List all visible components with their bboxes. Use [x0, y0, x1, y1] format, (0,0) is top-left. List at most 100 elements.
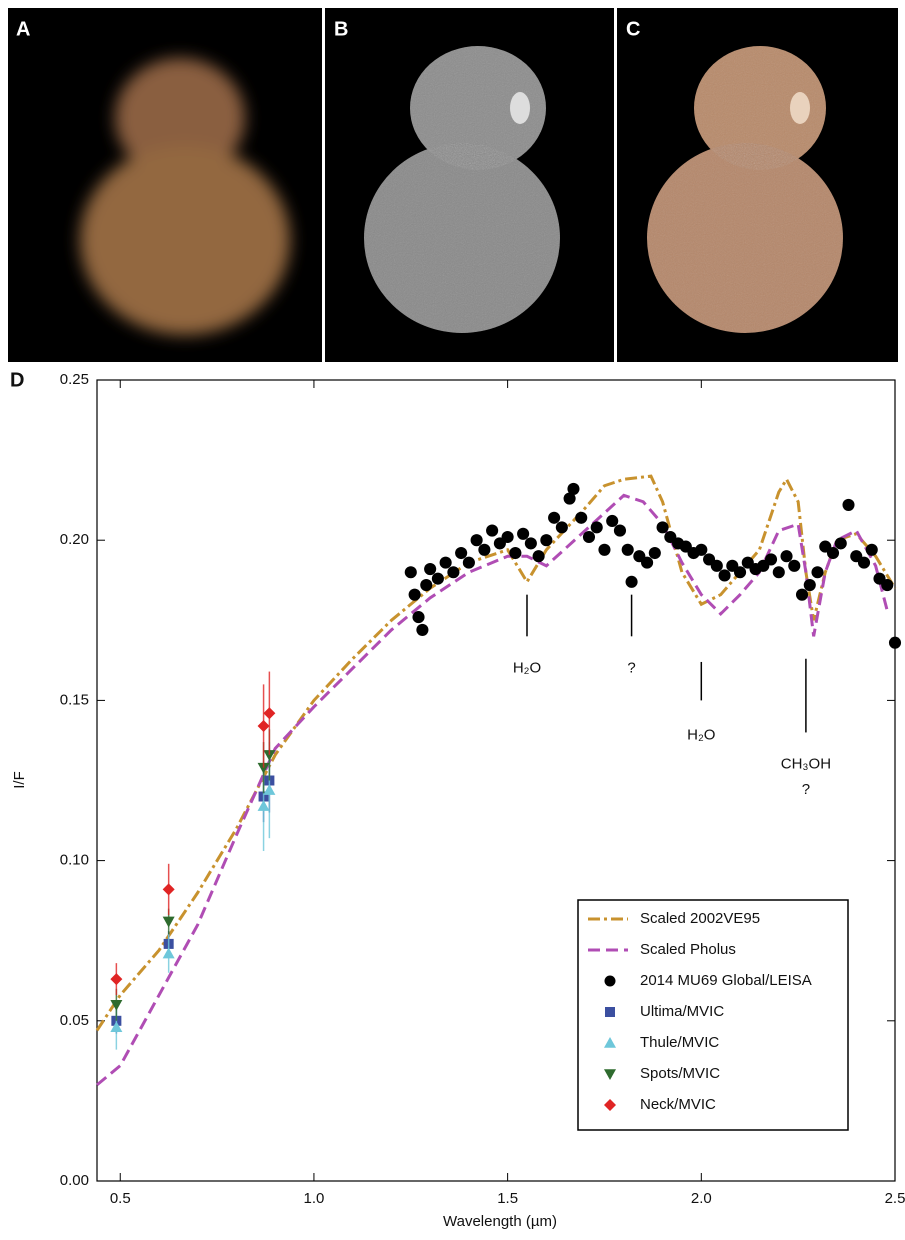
annotation: CH₃OH [781, 755, 831, 772]
data-point [412, 611, 425, 624]
data-point [625, 575, 638, 588]
data-point [263, 784, 276, 795]
legend-swatch [605, 1007, 615, 1017]
legend-label: Neck/MVIC [640, 1096, 716, 1113]
y-tick-label: 0.00 [60, 1172, 89, 1189]
y-tick-label: 0.15 [60, 691, 89, 708]
data-point [733, 566, 747, 579]
data-point [555, 521, 568, 534]
image-strip: A B C [8, 8, 898, 362]
data-point [548, 511, 561, 524]
data-point [162, 916, 175, 928]
separator [614, 8, 617, 362]
data-point [888, 636, 902, 649]
data-point [478, 543, 491, 556]
panel-label: B [334, 18, 348, 40]
legend-label: 2014 MU69 Global/LEISA [640, 972, 812, 989]
data-point [431, 572, 444, 585]
x-tick-label: 0.5 [110, 1190, 131, 1207]
data-point [826, 546, 840, 560]
legend-label: Spots/MVIC [640, 1065, 720, 1082]
data-point [404, 566, 417, 579]
data-point [162, 947, 175, 959]
data-point [110, 999, 123, 1011]
annotation: H₂O [687, 727, 715, 744]
data-point [772, 566, 785, 579]
data-point [501, 530, 514, 544]
annotation: H₂O [513, 659, 541, 676]
data-point [424, 562, 437, 576]
legend-swatch [604, 1069, 616, 1080]
y-axis-label: I/F [11, 771, 28, 789]
data-point [517, 527, 530, 540]
data-point [263, 707, 276, 720]
data-point [420, 579, 433, 592]
data-point [590, 521, 603, 534]
data-point [263, 750, 276, 761]
legend-swatch [604, 1099, 616, 1111]
data-point [416, 623, 429, 636]
image-c [647, 46, 843, 333]
data-point [162, 883, 175, 896]
data-point [110, 973, 123, 986]
data-point [606, 514, 619, 528]
data-point [462, 556, 475, 569]
x-axis-label: Wavelength (µm) [443, 1213, 557, 1230]
data-point [641, 556, 654, 569]
x-tick-label: 2.5 [885, 1190, 905, 1207]
y-tick-label: 0.20 [60, 531, 89, 548]
panel-label: C [626, 18, 640, 40]
image-b [364, 46, 560, 333]
data-point [575, 511, 588, 524]
data-point [857, 556, 871, 569]
data-point [788, 559, 801, 572]
data-point [408, 588, 421, 601]
y-tick-label: 0.10 [60, 852, 89, 869]
data-point [110, 1021, 123, 1033]
x-tick-label: 1.0 [304, 1190, 325, 1207]
legend-swatch [604, 1037, 616, 1048]
legend-box [577, 899, 849, 1131]
data-point [257, 762, 270, 774]
data-point [881, 579, 894, 592]
data-point [648, 546, 661, 560]
y-tick-label: 0.25 [60, 371, 89, 388]
legend-label: Scaled Pholus [640, 941, 736, 958]
data-point [718, 569, 731, 582]
data-point [811, 566, 824, 579]
data-point [447, 566, 460, 579]
data-point [780, 550, 793, 563]
separator [322, 8, 325, 362]
data-point [865, 543, 878, 556]
data-point [621, 543, 634, 556]
x-tick-label: 1.5 [497, 1190, 518, 1207]
data-point [695, 543, 708, 556]
data-point [486, 524, 499, 537]
data-point [509, 546, 522, 560]
legend-swatch [604, 975, 616, 987]
legend-label: Ultima/MVIC [640, 1003, 724, 1020]
data-point [257, 720, 270, 733]
data-point [656, 521, 669, 534]
legend-label: Scaled 2002VE95 [640, 910, 760, 927]
panel-label: A [16, 18, 30, 40]
x-tick-label: 2.0 [691, 1190, 712, 1207]
data-point [540, 534, 553, 547]
y-tick-label: 0.05 [60, 1012, 89, 1029]
data-point [834, 537, 847, 550]
data-point [842, 498, 855, 512]
data-point [563, 492, 576, 505]
plot-frame [96, 379, 896, 1182]
annotation: ? [802, 781, 810, 798]
data-point [524, 537, 537, 550]
annotation: ? [627, 659, 635, 676]
legend-label: Thule/MVIC [640, 1034, 719, 1051]
data-point [470, 534, 483, 547]
series-line [96, 493, 889, 1087]
image-a [80, 58, 290, 335]
data-point [598, 543, 611, 556]
data-point [257, 800, 270, 811]
data-point [439, 556, 452, 569]
